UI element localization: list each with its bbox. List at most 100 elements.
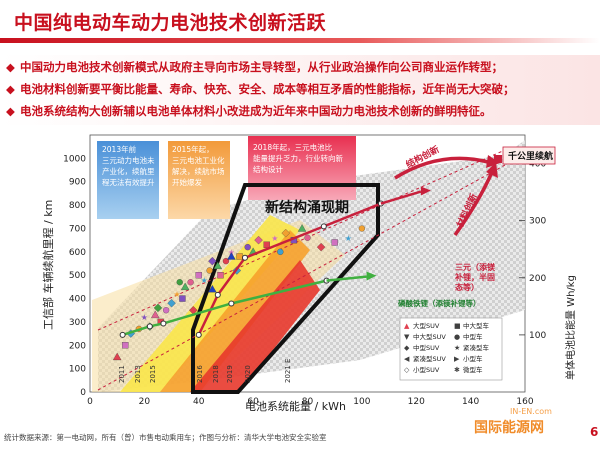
thousand-km-label: 千公里续航 bbox=[508, 150, 553, 162]
x-tick-labels: 0 20 40 60 80 100 120 140 160 bbox=[87, 397, 534, 407]
series-point bbox=[160, 320, 167, 327]
series-arrow-head bbox=[420, 186, 431, 196]
scatter-point bbox=[297, 224, 307, 232]
legend-label: 中型SUV bbox=[413, 343, 440, 352]
page-title: 中国纯电动车动力电池技术创新活跃 bbox=[14, 12, 327, 34]
scatter-point bbox=[263, 241, 270, 248]
y-tick-label: 1000 bbox=[63, 154, 86, 164]
band-year-label: 2011 bbox=[118, 365, 126, 383]
structure-arrow-head bbox=[486, 155, 500, 168]
scatter-point bbox=[217, 272, 224, 279]
legend-label: 微型车 bbox=[463, 365, 483, 374]
era-2013-box bbox=[97, 141, 159, 219]
band-year-label: 2021 E bbox=[284, 359, 292, 383]
page-number: 6 bbox=[590, 425, 599, 439]
series-point bbox=[146, 323, 153, 330]
bullet-item: ◆ 电池系统结构大创新辅以电池单体材料小改进成为近年来中国动力电池技术创新的鲜明特… bbox=[6, 103, 492, 119]
new-structure-label: 新结构涌现期 bbox=[265, 199, 349, 216]
bullet-mark-icon: ◆ bbox=[6, 82, 15, 96]
thousand-km-badge bbox=[502, 146, 556, 165]
scatter-point bbox=[208, 256, 217, 266]
scatter-point bbox=[244, 243, 251, 251]
scatter-point bbox=[227, 252, 236, 260]
scatter-point bbox=[167, 299, 176, 308]
era-2013-text: 2013年前 三元动力电池未产业化，续航里程无法有效提升 bbox=[102, 144, 155, 187]
bullet-text: 电池材料创新要平衡比能量、寿命、快充、安全、成本等相互矛盾的性能指标，近年尚无大… bbox=[20, 82, 515, 96]
x-tick-label: 40 bbox=[193, 397, 205, 407]
annotation-line: 态等） bbox=[455, 282, 479, 292]
band-year-label: 2019 bbox=[226, 365, 234, 383]
scatter-point bbox=[122, 342, 129, 349]
legend-label: 中大型SUV bbox=[413, 332, 446, 341]
annotation-line: 程无法有效提升 bbox=[102, 177, 155, 187]
scatter-point bbox=[112, 352, 122, 361]
annotation-line: 三元电池工业化 bbox=[172, 155, 225, 165]
bullet-text: 中国动力电池技术创新模式从政府主导向市场主导转型，从行业政治操作向公司商业运作转… bbox=[20, 60, 503, 74]
watermark-sub: IN-EN.com bbox=[510, 407, 552, 416]
annotation-line: 三元（添镁 bbox=[455, 262, 495, 272]
y2-tick-label: 200 bbox=[529, 274, 546, 284]
annotation-line: 2018年起，三元电池比 bbox=[253, 142, 333, 152]
scatter-point bbox=[358, 225, 366, 232]
x-axis-title: 电池系统能量 / kWh bbox=[245, 399, 346, 413]
scatter-point: ★ bbox=[201, 276, 208, 285]
y-tick-label: 400 bbox=[69, 295, 86, 305]
x-tick-label: 160 bbox=[516, 397, 533, 407]
legend-box bbox=[399, 317, 503, 381]
bullet-item: ◆ 中国动力电池技术创新模式从政府主导向市场主导转型，从行业政治操作向公司商业运作… bbox=[6, 59, 503, 75]
annotation-line: 解决，续航市场 bbox=[172, 166, 225, 176]
legend-marker: ▶ bbox=[454, 355, 460, 363]
thousand-km-marker bbox=[494, 155, 502, 163]
scatter-point bbox=[206, 267, 213, 274]
ternary-label: 三元（添镁补锂，半固态等） bbox=[454, 262, 495, 292]
title-underline bbox=[0, 38, 600, 43]
trend-line bbox=[97, 149, 506, 331]
legend-marker: ◇ bbox=[404, 366, 410, 374]
y2-tick-label: 100 bbox=[529, 331, 546, 341]
band-year-labels: 2011 2013 2015 2016 2018 2019 2020 2021 E bbox=[118, 359, 292, 383]
legend-label: 紧凑型车 bbox=[463, 343, 490, 352]
band-year-label: 2015 bbox=[149, 365, 157, 383]
scatter-point bbox=[213, 261, 223, 269]
y2-tick-label: 400 bbox=[529, 160, 546, 170]
y-tick-label: 200 bbox=[69, 341, 86, 351]
legend-label: 小型SUV bbox=[413, 365, 440, 374]
x-tick-label: 80 bbox=[302, 397, 314, 407]
x-tick-label: 140 bbox=[462, 397, 479, 407]
series-point bbox=[241, 254, 248, 261]
y-tick-label: 600 bbox=[69, 248, 86, 258]
legend-label: 紧凑型SUV bbox=[413, 354, 446, 363]
lfp-label: 磷酸铁锂（添镁补锂等） bbox=[398, 298, 481, 308]
x-tick-label: 60 bbox=[247, 397, 259, 407]
annotation-line: 2013年前 bbox=[102, 144, 138, 154]
scatter-point bbox=[236, 253, 243, 260]
scatter-point bbox=[277, 248, 284, 255]
watermark-logo: 国际能源网 bbox=[474, 420, 544, 436]
y-tick-label: 100 bbox=[69, 365, 86, 375]
legend-marker: ■ bbox=[454, 322, 461, 330]
series-arrow bbox=[326, 275, 367, 282]
scatter-point bbox=[179, 295, 186, 302]
series-point bbox=[195, 331, 202, 338]
bullet-item: ◆ 电池材料创新要平衡比能量、寿命、快充、安全、成本等相互矛盾的性能指标，近年尚无… bbox=[6, 81, 515, 97]
band-year-label: 2016 bbox=[196, 365, 204, 383]
annotation-line: 补锂，半固 bbox=[454, 272, 495, 282]
y2-axis-title: 单体电池比能量 Wh/kg bbox=[564, 275, 577, 380]
series-arrow-head bbox=[366, 271, 377, 281]
legend-marker: ● bbox=[454, 333, 460, 341]
annotation-line: 能量提升乏力，行业转向新 bbox=[253, 153, 343, 163]
scatter-point bbox=[195, 272, 202, 279]
y2-tick-label: 300 bbox=[529, 217, 546, 227]
new-structure-outline bbox=[191, 183, 380, 394]
era-2015-text: 2015年起，三元电池工业化解决，续航市场开始爆发 bbox=[172, 144, 225, 187]
legend-label: 大型SUV bbox=[413, 321, 440, 330]
series-point bbox=[228, 300, 235, 307]
scatter-point bbox=[180, 282, 190, 291]
legend-marker: ▲ bbox=[404, 322, 410, 330]
fan-band-yellow bbox=[120, 215, 300, 392]
scatter-point bbox=[150, 310, 160, 319]
footnote: 统计数据来源：第一电动网，所有（曾）市售电动乘用车；作图与分析：清华大学电池安全… bbox=[4, 433, 327, 442]
legend-label: 中大型车 bbox=[463, 321, 490, 330]
era-2018-box bbox=[248, 136, 356, 200]
